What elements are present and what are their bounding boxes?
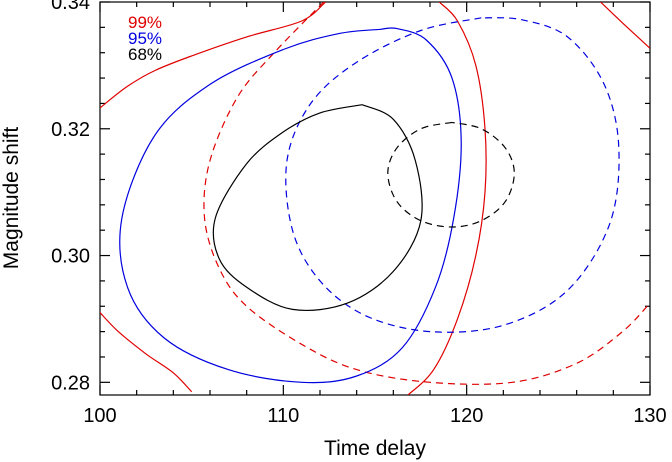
contour-99pct-solid [407,2,487,395]
x-tick-label: 110 [267,405,299,427]
tick-labels: 100 110 120 130 0.28 0.30 0.32 0.34 [51,0,667,427]
contour-99pct-solid [100,2,326,109]
legend-entry: 95% [128,29,162,48]
contour-95pct-dashed [285,17,620,333]
y-axis-label: Magnitude shift [0,127,23,270]
x-axis-label: Time delay [324,437,426,460]
contour-99pct-solid [600,2,650,49]
contour-68pct-dashed [387,121,515,228]
contour-95pct-solid [119,27,462,384]
legend: 99%95%68% [128,13,162,64]
plot-frame [99,1,651,396]
contour-99pct-dashed [203,2,650,385]
y-tick-label: 0.32 [51,119,90,141]
y-tick-label: 0.28 [51,372,90,394]
contour-68pct-solid [212,104,423,312]
contour-99pct-solid [100,312,193,393]
contour-lines [100,2,650,395]
axis-ticks [99,1,651,395]
y-tick-label: 0.30 [51,246,90,268]
x-tick-label: 130 [633,405,666,427]
x-tick-label: 100 [83,405,116,427]
legend-entry: 68% [128,45,162,64]
x-tick-label: 120 [450,405,483,427]
y-tick-label: 0.34 [51,0,90,14]
legend-entry: 99% [128,13,162,32]
